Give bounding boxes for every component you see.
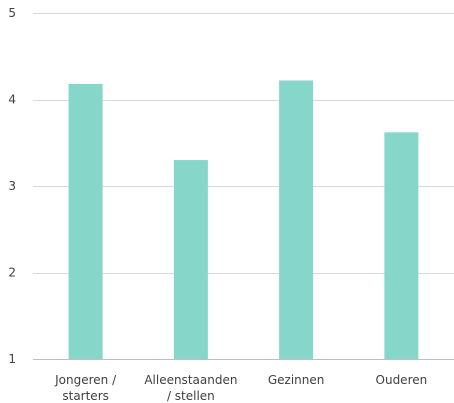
x-category-label-line: starters xyxy=(62,389,109,403)
y-tick-label: 4 xyxy=(8,93,16,107)
x-category-label-line: Gezinnen xyxy=(268,373,325,387)
x-category-label-line: Jongeren / xyxy=(54,373,117,387)
y-tick-label: 2 xyxy=(8,266,16,280)
x-category-label-line: Alleenstaanden xyxy=(144,373,237,387)
bar xyxy=(68,83,103,360)
bars xyxy=(68,80,419,360)
bar xyxy=(173,160,208,359)
x-category-label: Gezinnen xyxy=(268,373,325,387)
bar xyxy=(384,132,419,359)
x-category-label: Alleenstaanden / stellen xyxy=(144,373,237,403)
bar xyxy=(279,80,314,359)
y-axis-ticks: 1 2 3 4 5 xyxy=(8,6,16,366)
x-category-label-line: / stellen xyxy=(167,389,215,403)
gridlines xyxy=(33,13,454,360)
x-category-label: Ouderen xyxy=(376,373,428,387)
x-category-label: Jongeren / starters xyxy=(54,373,117,403)
y-tick-label: 5 xyxy=(8,6,16,20)
x-axis-categories: Jongeren / starters Alleenstaanden / stelle… xyxy=(54,373,427,403)
x-category-label-line: Ouderen xyxy=(376,373,428,387)
y-tick-label: 3 xyxy=(8,179,16,193)
y-tick-label: 1 xyxy=(8,352,16,366)
